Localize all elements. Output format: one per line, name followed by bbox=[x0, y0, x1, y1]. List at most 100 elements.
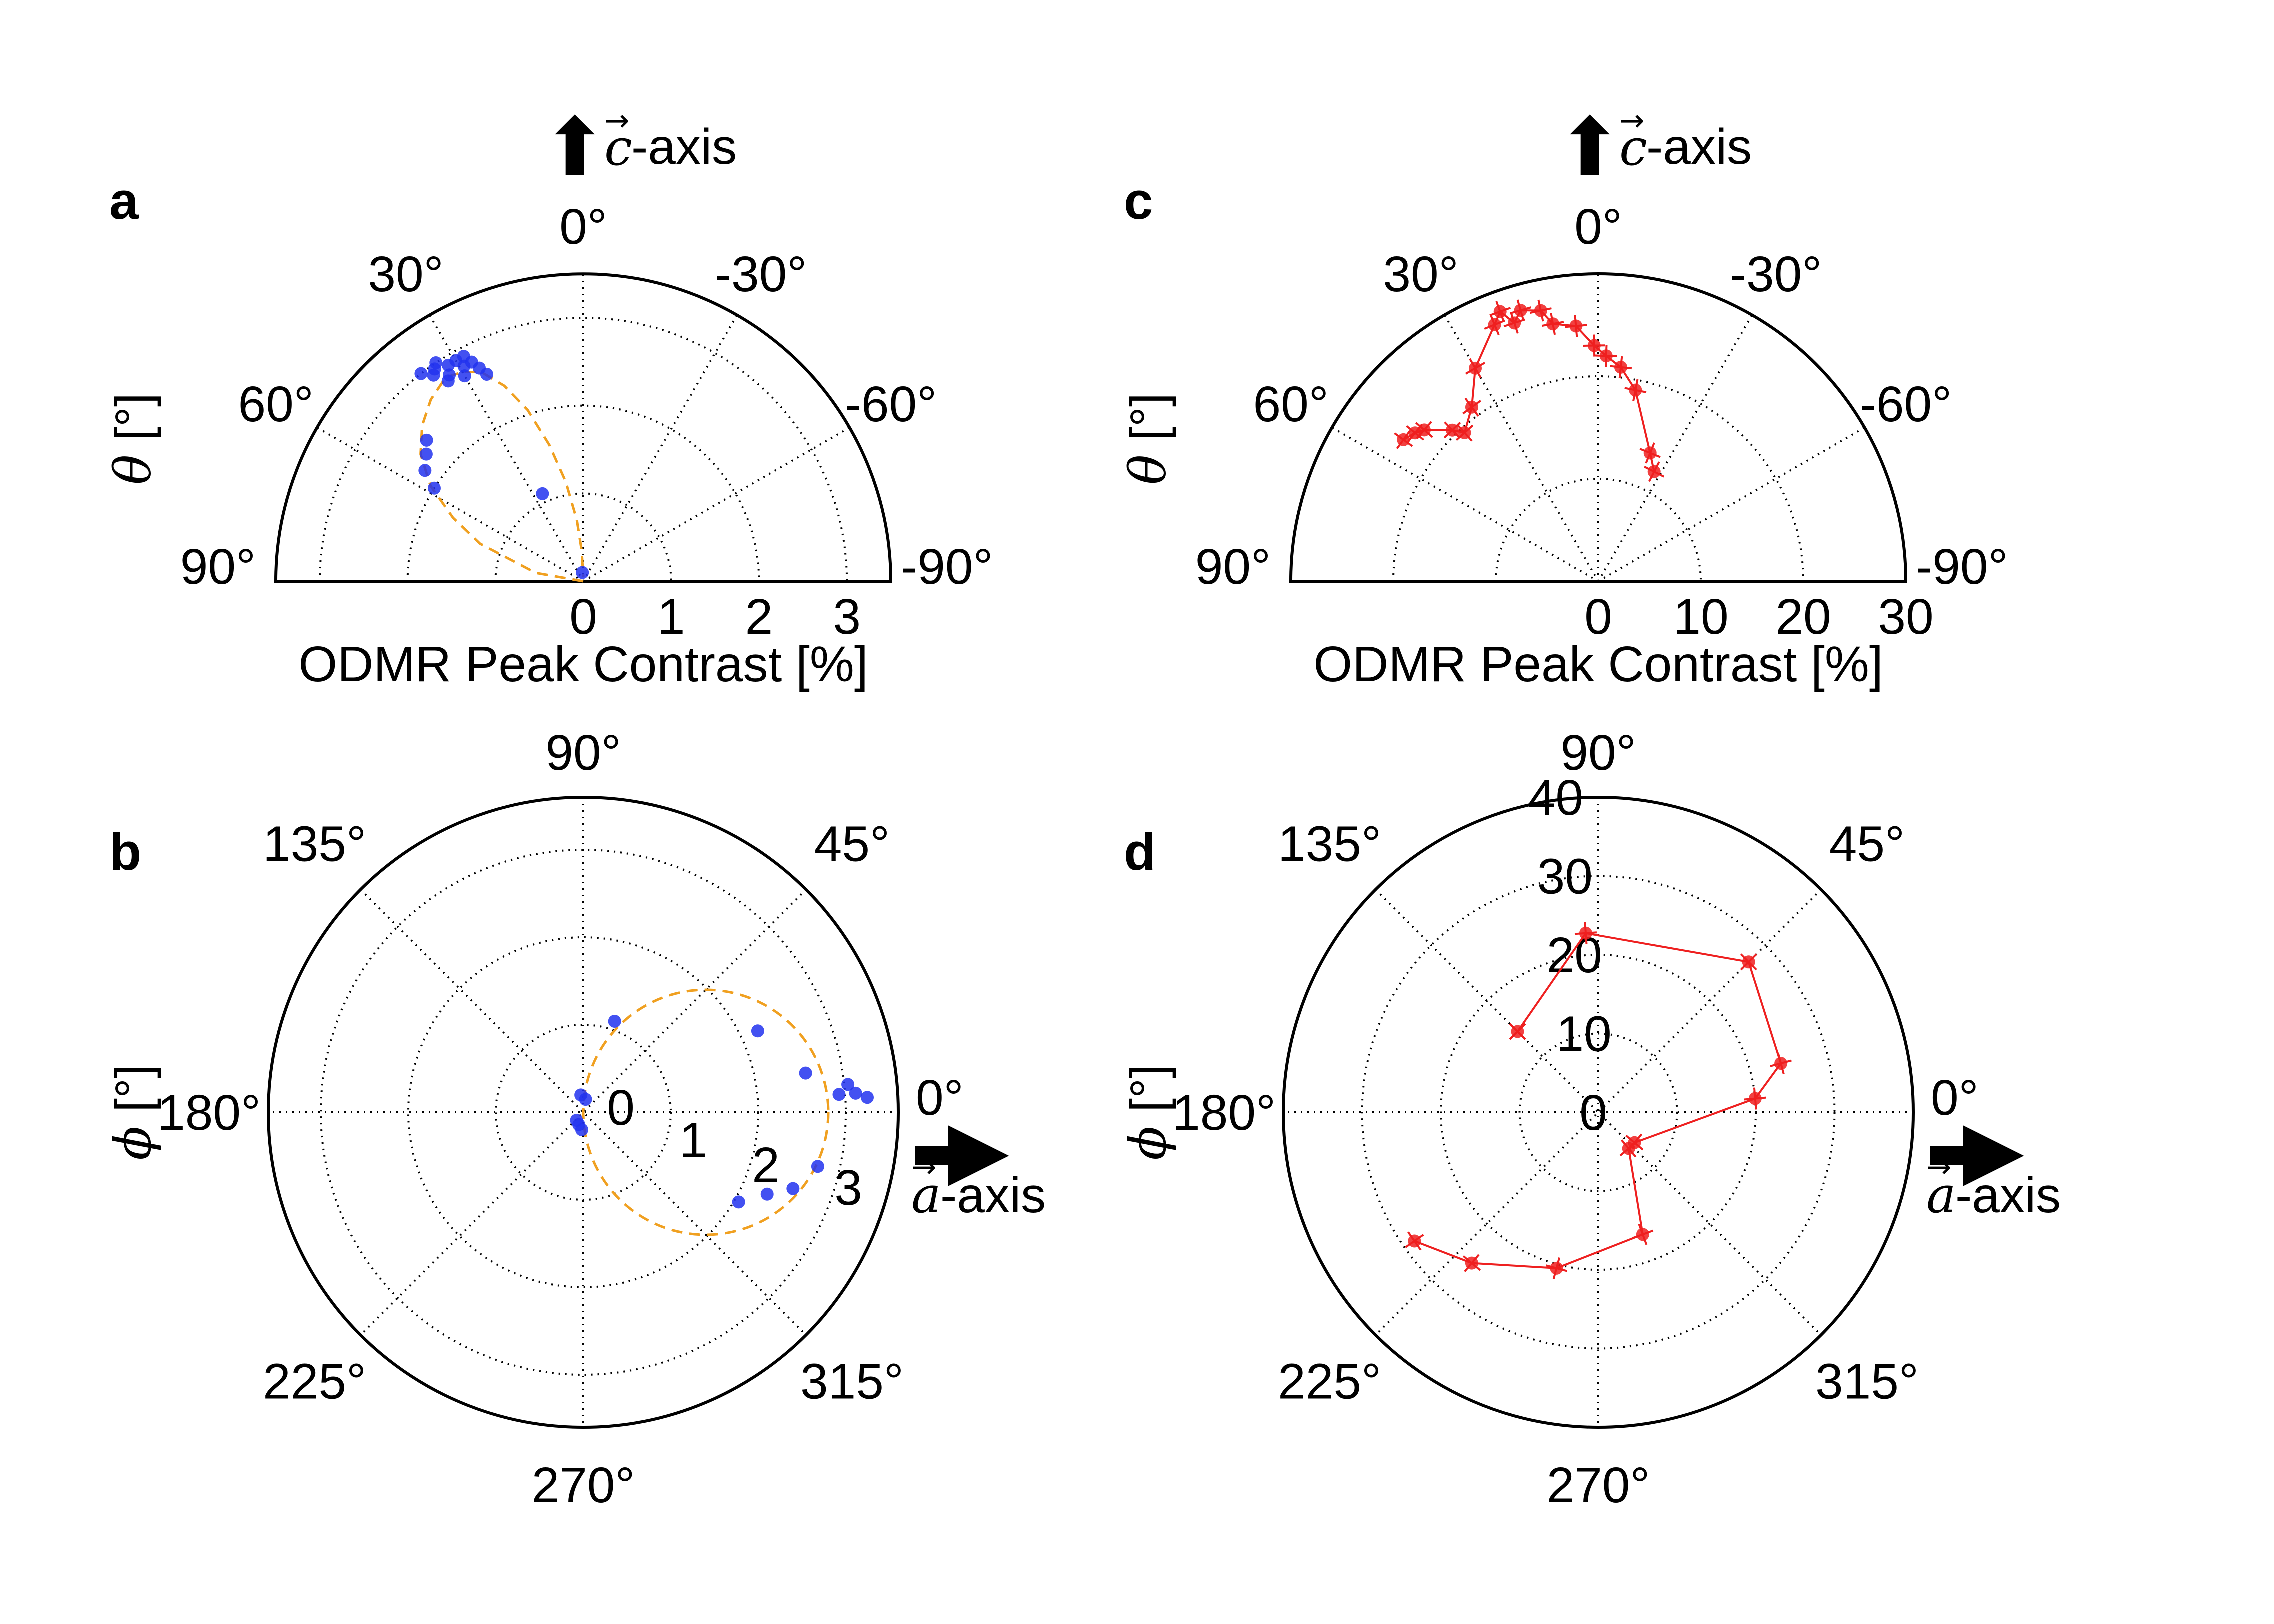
a-axis-vector-d: a bbox=[1926, 1166, 1956, 1224]
radial-tick-label: 2 bbox=[752, 1138, 780, 1194]
data-point bbox=[841, 1078, 855, 1092]
panel-a: a ⬆ c → -axis 90° 60° 30° 0° -30° -60° -90° 0 1 2… bbox=[104, 100, 993, 692]
data-point bbox=[429, 356, 443, 370]
panel-c: c ⬆ c → -axis 90° 60° 30° 0° -30° -60° -90° 0 10… bbox=[1119, 100, 2008, 692]
data-point bbox=[1465, 1256, 1478, 1270]
data-point bbox=[751, 1024, 764, 1038]
data-point bbox=[1599, 350, 1613, 363]
data-point bbox=[1629, 384, 1642, 397]
data-point bbox=[427, 482, 441, 495]
data-point bbox=[1465, 400, 1478, 414]
data-point bbox=[799, 1066, 812, 1080]
phi-unit-b: [°] bbox=[105, 1064, 161, 1126]
data-point bbox=[1458, 426, 1471, 440]
plot-d: 0° 45° 90° 135° 180° 225° 270° 315° 0 10 20 30 40 bbox=[1172, 725, 1978, 1514]
data-point bbox=[1508, 316, 1521, 330]
data-point bbox=[1511, 1025, 1524, 1038]
c-axis-vector-a: c bbox=[604, 118, 632, 177]
data-point bbox=[1622, 1142, 1635, 1156]
data-point bbox=[1614, 360, 1627, 374]
data-point bbox=[419, 448, 433, 461]
angular-gridline bbox=[582, 426, 850, 582]
angle-tick-label: -60° bbox=[845, 376, 937, 432]
angle-tick-label: 315° bbox=[800, 1354, 904, 1410]
data-point bbox=[441, 374, 455, 388]
angle-tick-label: 315° bbox=[1815, 1354, 1919, 1410]
angle-tick-label: -90° bbox=[901, 539, 993, 595]
radial-tick-label: 0 bbox=[607, 1080, 635, 1136]
data-point bbox=[1397, 433, 1410, 446]
data-point bbox=[575, 1123, 588, 1136]
radial-tick-label: 30 bbox=[1537, 849, 1593, 905]
a-axis-label-d: -axis bbox=[1955, 1168, 2061, 1224]
svg-text:θ [°]: θ [°] bbox=[1119, 393, 1177, 485]
data-point bbox=[536, 487, 549, 500]
radial-gridline bbox=[320, 849, 847, 1376]
a-axis-arrow-d: a → -axis bbox=[1926, 1126, 2061, 1224]
theta-symbol-c: θ bbox=[1119, 455, 1177, 485]
data-point bbox=[574, 1088, 588, 1102]
angle-tick-label: -30° bbox=[715, 246, 807, 302]
radial-gridline bbox=[495, 1024, 672, 1201]
up-arrow-icon: ⬆ bbox=[1556, 100, 1623, 194]
radial-tick-label: 10 bbox=[1673, 589, 1728, 645]
radial-tick-label: 30 bbox=[1878, 589, 1933, 645]
phi-symbol-d: ϕ bbox=[1119, 1126, 1177, 1160]
radial-tick-label: 0 bbox=[1584, 589, 1612, 645]
panel-label-b: b bbox=[109, 823, 141, 882]
angle-tick-label: 135° bbox=[263, 816, 366, 872]
angle-tick-label: 45° bbox=[1829, 816, 1905, 872]
plot-frame bbox=[267, 796, 900, 1429]
data-point bbox=[786, 1182, 800, 1196]
data-point bbox=[1488, 318, 1501, 332]
angle-axis-label-d: ϕ [°] bbox=[1119, 1064, 1177, 1160]
data-point bbox=[732, 1196, 745, 1209]
data-point bbox=[1742, 956, 1755, 969]
data-point bbox=[832, 1088, 846, 1102]
angle-tick-label: 90° bbox=[180, 539, 256, 595]
plot-c: 90° 60° 30° 0° -30° -60° -90° 0 10 20 30 bbox=[1195, 199, 2008, 645]
data-point bbox=[480, 368, 493, 381]
data-point bbox=[860, 1091, 874, 1104]
a-axis-vector-bar-d: → bbox=[1926, 1150, 1951, 1185]
radial-gridline bbox=[1392, 376, 1804, 582]
angle-tick-label: 90° bbox=[1560, 725, 1636, 781]
c-axis-label-c: -axis bbox=[1646, 119, 1752, 175]
fit-curve bbox=[419, 370, 585, 583]
data-line bbox=[1403, 310, 1655, 472]
angle-tick-label: -30° bbox=[1730, 246, 1822, 302]
c-axis-label-a: -axis bbox=[631, 119, 737, 175]
plot-a: 90° 60° 30° 0° -30° -60° -90° 0 1 2 3 bbox=[180, 199, 993, 645]
radial-tick-label: 2 bbox=[745, 589, 773, 645]
angle-tick-label: 60° bbox=[238, 376, 314, 432]
angle-tick-label: 30° bbox=[368, 246, 443, 302]
data-point bbox=[418, 464, 432, 478]
plot-b: 0° 45° 90° 135° 180° 225° 270° 315° 01 2 3 bbox=[157, 725, 963, 1514]
data-point bbox=[414, 367, 428, 380]
angle-tick-label: 30° bbox=[1383, 246, 1458, 302]
panel-label-c: c bbox=[1124, 172, 1153, 230]
a-axis-vector-b: a bbox=[911, 1166, 941, 1224]
phi-symbol-b: ϕ bbox=[104, 1126, 162, 1160]
c-axis-vector-c: c bbox=[1619, 118, 1647, 177]
up-arrow-icon: ⬆ bbox=[541, 100, 608, 194]
data-point bbox=[811, 1160, 824, 1174]
data-point bbox=[1534, 304, 1547, 318]
data-point bbox=[1446, 424, 1459, 437]
panel-d: d 0°45°90°135°180°225°270°315°010203040 … bbox=[1119, 725, 2061, 1514]
theta-unit-a: [°] bbox=[105, 393, 161, 454]
radial-tick-label: 0 bbox=[569, 589, 597, 645]
radial-gridline bbox=[1440, 954, 1757, 1271]
radial-tick-label: 20 bbox=[1775, 589, 1831, 645]
radial-gridline bbox=[1495, 478, 1702, 582]
plot-frame bbox=[1282, 796, 1915, 1429]
data-point bbox=[1636, 1228, 1649, 1242]
angle-tick-label: 225° bbox=[263, 1354, 366, 1410]
plot-frame bbox=[1289, 272, 1908, 583]
data-point bbox=[457, 350, 470, 364]
theta-symbol-a: θ bbox=[104, 455, 162, 485]
a-axis-arrow-b: a → -axis bbox=[911, 1126, 1046, 1224]
angle-tick-label: 90° bbox=[545, 725, 621, 781]
data-point bbox=[1748, 1092, 1762, 1106]
